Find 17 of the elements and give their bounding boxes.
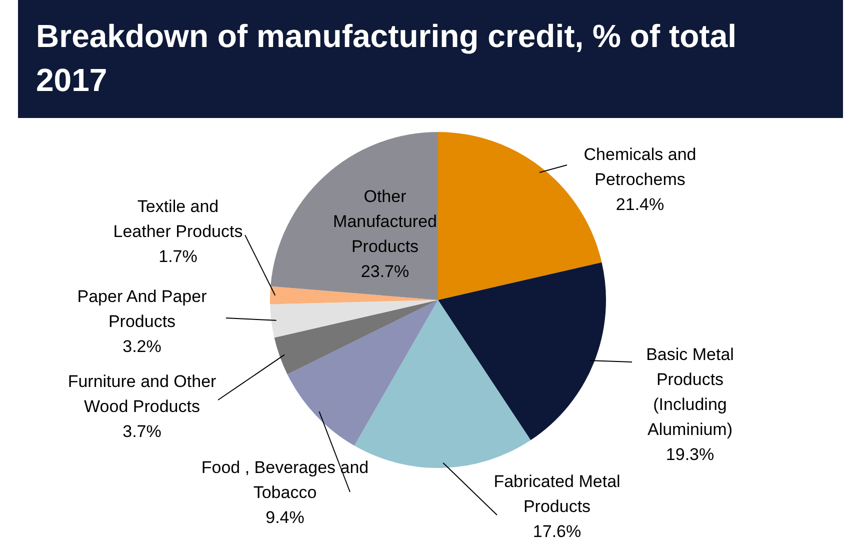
data-label: 17.6% [532, 522, 582, 542]
slice-label: Furniture and Other Wood Products [68, 372, 217, 416]
data-label: 23.7% [360, 262, 410, 282]
slice-label: Textile and Leather Products [113, 197, 243, 242]
slice-label: Chemicals and Petrochems [584, 145, 696, 190]
slice-label: Other Manufactured Products [333, 187, 437, 256]
data-label: 3.7% [122, 422, 162, 442]
data-label: 21.4% [616, 195, 664, 214]
slice-label: Food , Beverages and Tobacco [201, 458, 369, 502]
slice-label: Paper And Paper Products [77, 287, 208, 332]
slice-label: Basic Metal Products (Including Aluminium) [646, 345, 734, 440]
data-label: 3.2% [122, 337, 162, 356]
chart-title: Breakdown of manufacturing credit, % of total 2017 [18, 0, 843, 118]
data-label: 9.4% [266, 508, 304, 528]
slice-label: Fabricated Metal Products [494, 472, 620, 516]
data-label: 1.7% [158, 247, 198, 266]
data-label: 19.3% [666, 445, 714, 464]
